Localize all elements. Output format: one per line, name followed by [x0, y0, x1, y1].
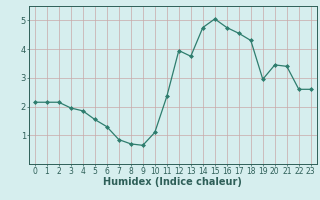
X-axis label: Humidex (Indice chaleur): Humidex (Indice chaleur): [103, 177, 242, 187]
